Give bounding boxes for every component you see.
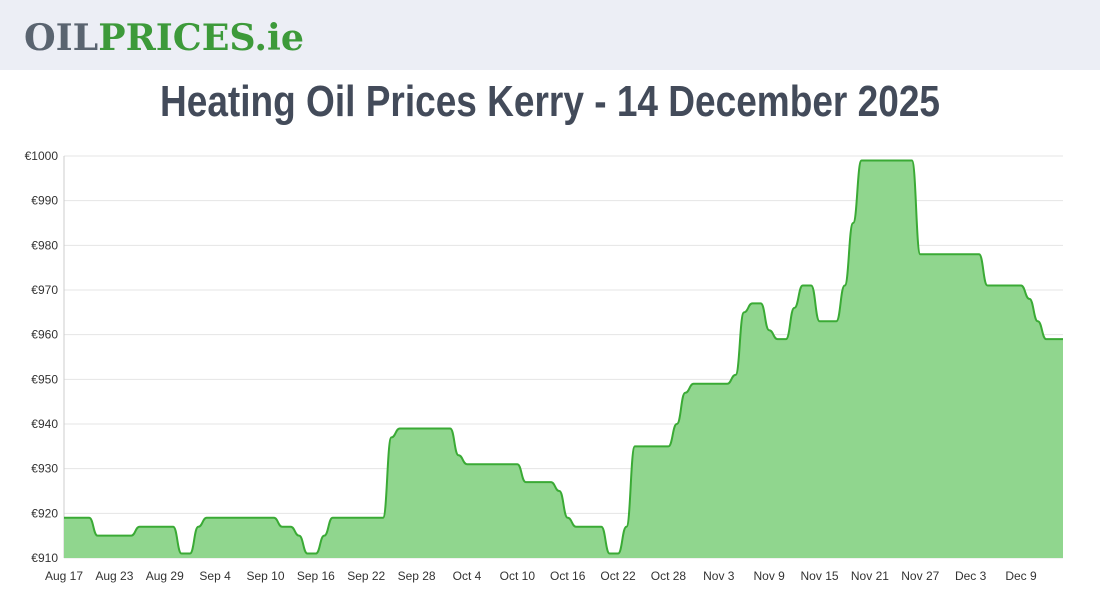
x-tick-label: Nov 21 <box>851 569 889 583</box>
line <box>64 159 1063 555</box>
x-tick-label: Sep 10 <box>246 569 284 583</box>
x-tick-label: Oct 4 <box>453 569 482 583</box>
y-tick-label: €1000 <box>25 149 59 163</box>
y-tick-label: €920 <box>31 506 58 520</box>
y-tick-label: €910 <box>31 551 58 565</box>
chart-title: Heating Oil Prices Kerry - 14 December 2… <box>160 77 940 126</box>
x-tick-label: Sep 22 <box>347 569 385 583</box>
x-tick-label: Nov 3 <box>703 569 735 583</box>
y-tick-label: €990 <box>31 194 58 208</box>
x-tick-label: Nov 27 <box>901 569 939 583</box>
logo-part: OIL <box>24 17 98 59</box>
x-tick-label: Oct 16 <box>550 569 586 583</box>
logo[interactable]: OILPRICES.ie <box>24 17 304 59</box>
x-tick-label: Sep 16 <box>297 569 335 583</box>
y-tick-label: €980 <box>31 238 58 252</box>
x-tick-label: Oct 28 <box>651 569 687 583</box>
y-tick-label: €940 <box>31 417 58 431</box>
x-tick-label: Aug 29 <box>146 569 184 583</box>
y-tick-label: €960 <box>31 328 58 342</box>
area <box>64 160 1063 558</box>
x-tick-label: Sep 4 <box>199 569 231 583</box>
y-tick-label: €970 <box>31 283 58 297</box>
logo-part: PRICES.ie <box>98 17 304 59</box>
x-tick-label: Oct 10 <box>500 569 536 583</box>
x-tick-label: Dec 9 <box>1005 569 1037 583</box>
x-tick-label: Aug 23 <box>95 569 133 583</box>
x-tick-label: Aug 17 <box>45 569 83 583</box>
header-bar <box>0 0 1100 70</box>
plot: €910 €920 €930 €940 €950 €960 €970 €980 €990 €100… <box>25 149 1063 583</box>
x-tick-label: Nov 15 <box>801 569 839 583</box>
x-tick-label: Dec 3 <box>955 569 987 583</box>
y-tick-label: €950 <box>31 372 58 386</box>
x-tick-label: Sep 28 <box>398 569 436 583</box>
x-tick-label: Oct 22 <box>600 569 636 583</box>
y-tick-label: €930 <box>31 462 58 476</box>
x-tick-label: Nov 9 <box>753 569 785 583</box>
